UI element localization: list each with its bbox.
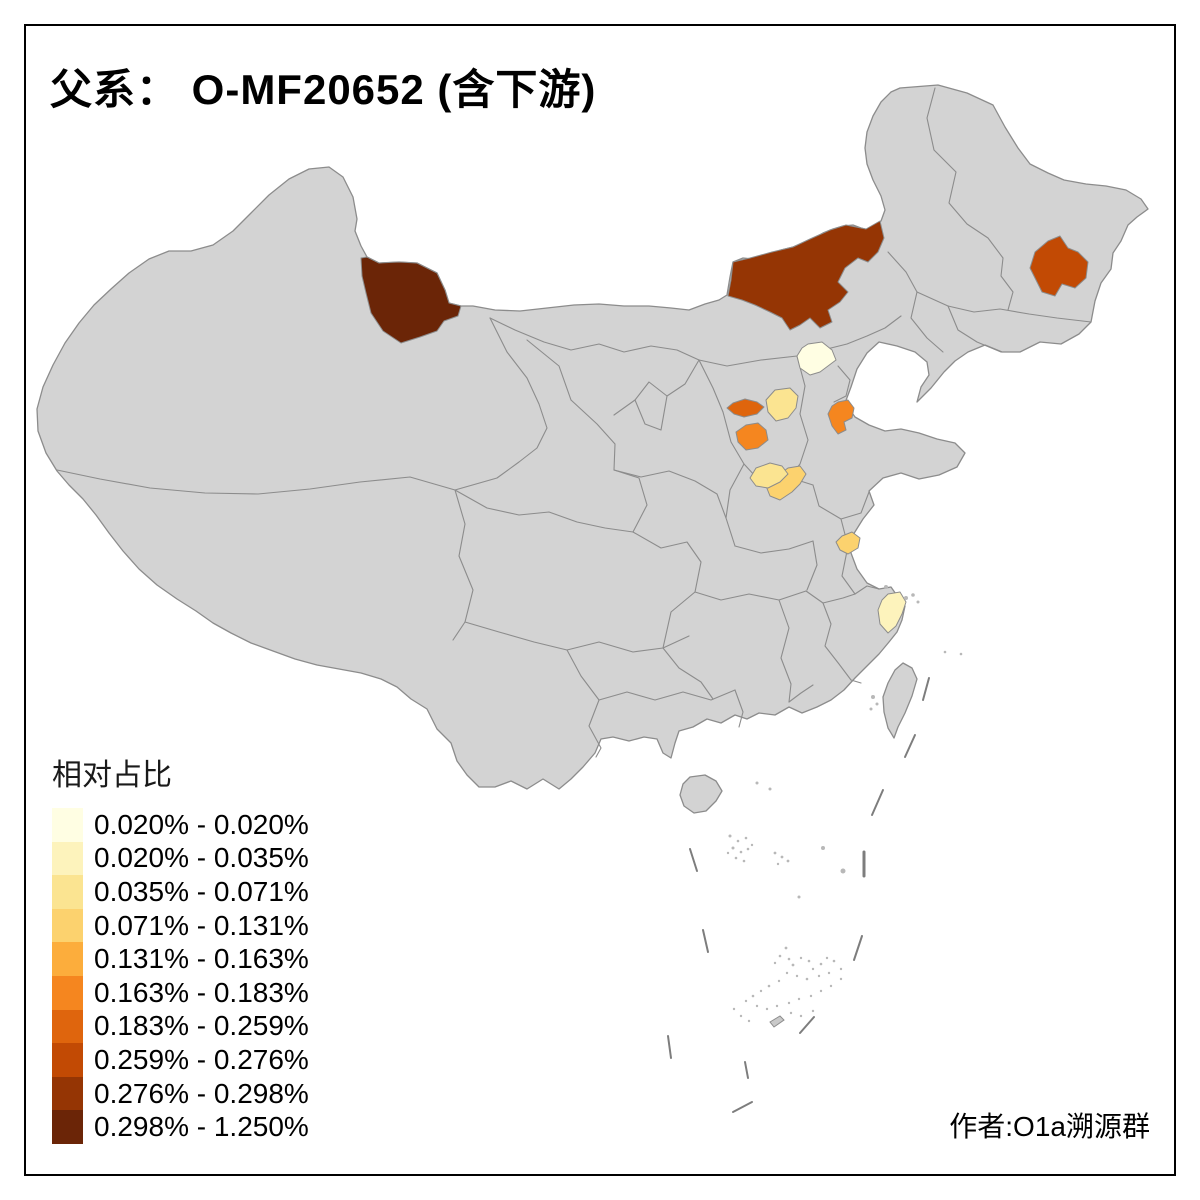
small-islets bbox=[726, 585, 963, 1028]
legend-row-5: 0.163% - 0.183% bbox=[52, 975, 309, 1010]
legend-swatch bbox=[52, 975, 83, 1010]
plot-frame bbox=[24, 24, 1176, 1176]
region-central-shanxi bbox=[765, 387, 799, 422]
region-south-shanxi bbox=[735, 422, 769, 451]
legend-row-7: 0.259% - 0.276% bbox=[52, 1043, 309, 1077]
region-central-inner-mongolia bbox=[727, 220, 885, 331]
legend-title: 相对占比 bbox=[52, 759, 172, 792]
legend-swatch bbox=[52, 875, 83, 909]
legend-swatch bbox=[52, 1009, 83, 1044]
legend-label: 0.071% - 0.131% bbox=[94, 909, 309, 941]
legend-row-8: 0.276% - 0.298% bbox=[52, 1076, 309, 1111]
legend-label: 0.163% - 0.183% bbox=[94, 976, 309, 1008]
page-title: 父系： O-MF20652 (含下游) bbox=[50, 66, 597, 113]
legend-swatch bbox=[52, 1110, 83, 1144]
nine-dash-line bbox=[667, 677, 930, 1113]
legend-label: 0.298% - 1.250% bbox=[94, 1111, 309, 1143]
legend-label: 0.020% - 0.035% bbox=[94, 842, 309, 874]
region-coastal-zhejiang bbox=[877, 591, 907, 634]
region-harbin-heilongjiang bbox=[1029, 235, 1089, 297]
legend-row-2: 0.035% - 0.071% bbox=[52, 875, 309, 909]
legend-row-6: 0.183% - 0.259% bbox=[52, 1009, 309, 1044]
legend-swatch bbox=[52, 908, 83, 943]
legend: 相对占比 0.020% - 0.020% 0.020% - 0.035% 0.035… bbox=[52, 750, 309, 1144]
region-north-henan-west bbox=[749, 462, 789, 489]
hainan-island bbox=[679, 774, 723, 814]
legend-label: 0.259% - 0.276% bbox=[94, 1043, 309, 1075]
legend-row-1: 0.020% - 0.035% bbox=[52, 841, 309, 876]
taiwan-island bbox=[882, 662, 918, 739]
legend-label: 0.276% - 0.298% bbox=[94, 1077, 309, 1109]
legend-row-9: 0.298% - 1.250% bbox=[52, 1110, 309, 1144]
legend-row-3: 0.071% - 0.131% bbox=[52, 908, 309, 943]
region-central-anhui bbox=[835, 531, 861, 555]
legend-row-0: 0.020% - 0.020% bbox=[52, 808, 309, 842]
legend-swatch bbox=[52, 1076, 83, 1111]
legend-swatch bbox=[52, 841, 83, 876]
legend-swatch bbox=[52, 1043, 83, 1077]
legend-label: 0.020% - 0.020% bbox=[94, 808, 309, 840]
legend-row-4: 0.131% - 0.163% bbox=[52, 942, 309, 976]
region-luliang-shanxi bbox=[726, 398, 765, 418]
legend-rows: 0.020% - 0.020% 0.020% - 0.035% 0.035% - 0… bbox=[52, 808, 309, 1144]
region-shijiazhuang-hebei bbox=[827, 399, 855, 435]
legend-label: 0.131% - 0.163% bbox=[94, 943, 309, 975]
choropleth-regions bbox=[360, 220, 1089, 634]
legend-label: 0.035% - 0.071% bbox=[94, 875, 309, 907]
legend-swatch bbox=[52, 942, 83, 976]
islands bbox=[667, 585, 963, 1113]
legend-swatch bbox=[52, 808, 83, 842]
region-beijing bbox=[796, 341, 837, 376]
region-tacheng-xinjiang bbox=[360, 256, 462, 344]
mainland-outline bbox=[36, 84, 1149, 790]
author-credit: 作者:O1a溯源群 bbox=[949, 1111, 1150, 1142]
legend-label: 0.183% - 0.259% bbox=[94, 1010, 309, 1042]
